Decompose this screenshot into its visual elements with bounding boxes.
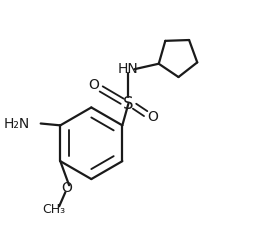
Text: HN: HN <box>118 62 139 76</box>
Text: O: O <box>61 181 72 195</box>
Text: CH₃: CH₃ <box>43 204 66 216</box>
Text: S: S <box>123 95 134 113</box>
Text: O: O <box>148 110 159 124</box>
Text: H₂N: H₂N <box>3 117 30 130</box>
Text: O: O <box>88 78 99 92</box>
